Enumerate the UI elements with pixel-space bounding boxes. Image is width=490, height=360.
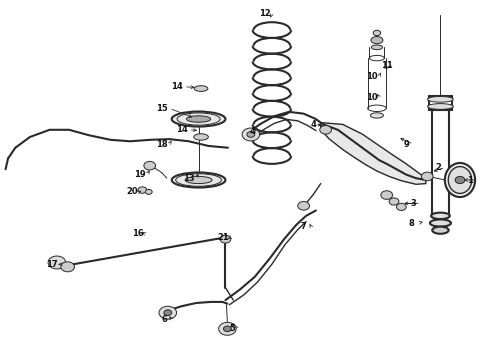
- Text: 8: 8: [408, 219, 414, 228]
- Text: 2: 2: [435, 163, 441, 172]
- Text: 21: 21: [217, 233, 229, 242]
- Ellipse shape: [371, 37, 383, 44]
- Ellipse shape: [432, 226, 449, 234]
- Ellipse shape: [371, 45, 383, 50]
- Circle shape: [144, 161, 156, 170]
- Ellipse shape: [448, 167, 472, 193]
- Text: 3: 3: [411, 199, 416, 208]
- Text: 10: 10: [366, 93, 378, 102]
- Circle shape: [164, 310, 171, 316]
- Ellipse shape: [194, 86, 208, 91]
- Circle shape: [320, 126, 331, 134]
- Circle shape: [159, 306, 176, 319]
- Text: 16: 16: [132, 229, 144, 238]
- Text: 10: 10: [366, 72, 378, 81]
- Circle shape: [298, 202, 310, 210]
- Ellipse shape: [431, 213, 450, 219]
- Circle shape: [138, 187, 147, 193]
- Ellipse shape: [428, 96, 453, 102]
- Text: 11: 11: [381, 61, 392, 70]
- Text: 5: 5: [230, 324, 236, 333]
- Text: 18: 18: [156, 140, 168, 149]
- Circle shape: [48, 256, 66, 269]
- Ellipse shape: [430, 220, 451, 226]
- Ellipse shape: [172, 112, 225, 127]
- Circle shape: [421, 172, 433, 181]
- Ellipse shape: [370, 113, 383, 118]
- Ellipse shape: [185, 176, 212, 184]
- Text: 7: 7: [301, 222, 307, 231]
- Circle shape: [223, 326, 231, 332]
- Ellipse shape: [445, 163, 475, 197]
- Polygon shape: [321, 123, 426, 184]
- Circle shape: [381, 191, 392, 199]
- Circle shape: [247, 132, 255, 137]
- Circle shape: [242, 128, 260, 141]
- Ellipse shape: [187, 116, 211, 122]
- Text: 20: 20: [127, 187, 139, 196]
- Text: 14: 14: [171, 82, 182, 91]
- Text: 4: 4: [311, 120, 317, 129]
- Circle shape: [61, 262, 74, 272]
- Text: 17: 17: [46, 260, 58, 269]
- Ellipse shape: [172, 172, 225, 188]
- Text: 14: 14: [175, 125, 187, 134]
- Text: 15: 15: [156, 104, 168, 113]
- Circle shape: [389, 198, 399, 205]
- Text: 6: 6: [161, 315, 167, 324]
- Circle shape: [220, 235, 231, 243]
- Circle shape: [146, 189, 152, 194]
- Circle shape: [396, 203, 406, 211]
- Text: 12: 12: [259, 9, 270, 18]
- Ellipse shape: [428, 104, 453, 109]
- Circle shape: [219, 322, 236, 335]
- Ellipse shape: [373, 30, 381, 36]
- Circle shape: [455, 176, 465, 184]
- Text: 1: 1: [467, 176, 473, 185]
- Text: 19: 19: [134, 170, 146, 179]
- Text: 4: 4: [249, 127, 255, 136]
- Ellipse shape: [194, 134, 208, 140]
- Text: 13: 13: [183, 174, 195, 183]
- Text: 9: 9: [403, 140, 409, 149]
